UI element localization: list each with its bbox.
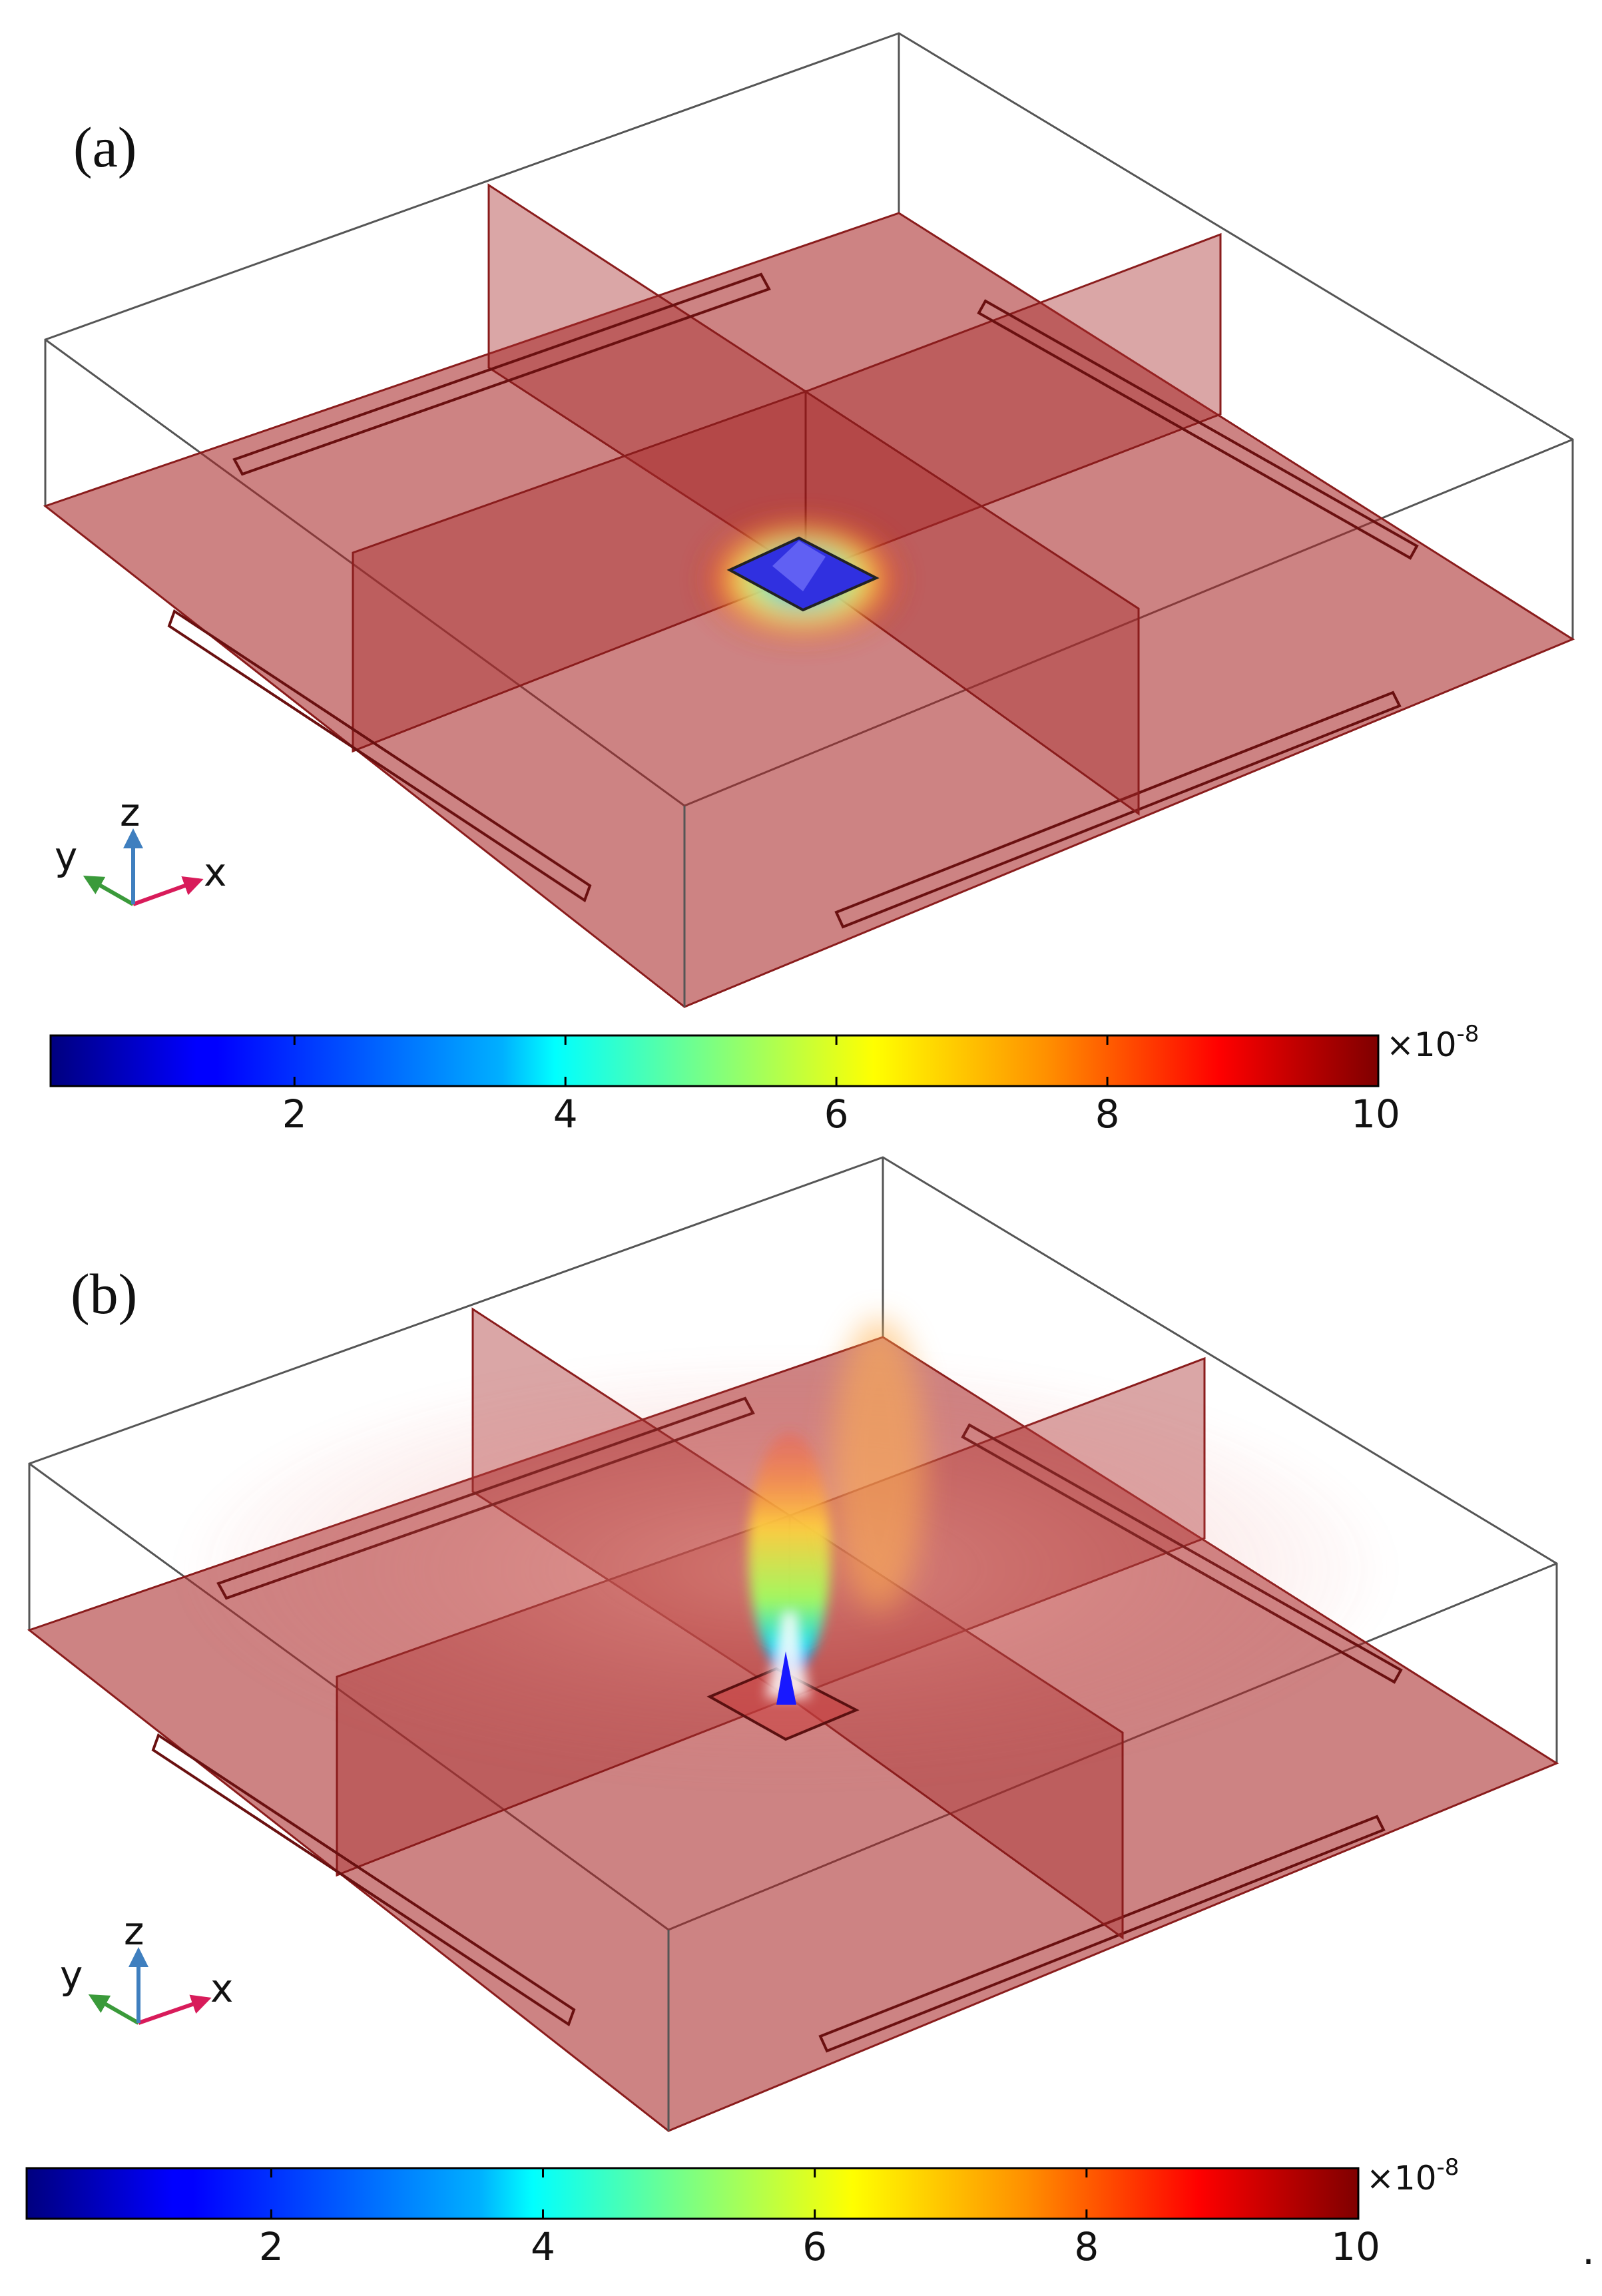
panel-a-axis-triad: x y z — [55, 790, 226, 906]
x-axis-arrow — [138, 1994, 212, 2025]
panel-a-colorbar: 2 4 6 8 10 ×10-8 — [49, 1021, 1479, 1137]
colorbar-tick-label: 8 — [1095, 1091, 1120, 1137]
panel-b-hotspot — [173, 1318, 1398, 1782]
colorbar-multiplier: ×10-8 — [1366, 2154, 1459, 2197]
z-axis-label: z — [120, 790, 140, 835]
x-axis-arrow — [132, 876, 204, 906]
colorbar-tick-label: 6 — [802, 2224, 827, 2269]
trailing-mark: . — [1582, 2227, 1595, 2274]
y-axis-label: y — [60, 1952, 83, 1998]
colorbar-gradient — [49, 1034, 1380, 1087]
panel-b-axis-triad: x y z — [60, 1908, 233, 2025]
x-axis-label: x — [210, 1966, 233, 2011]
x-axis-label: x — [204, 850, 226, 895]
panel-a-hotspot — [702, 519, 902, 639]
y-axis-arrow — [83, 876, 134, 906]
colorbar-tick-label: 6 — [824, 1091, 849, 1137]
colorbar-tick-label: 10 — [1331, 2224, 1380, 2269]
colorbar-multiplier: ×10-8 — [1386, 1021, 1479, 1064]
panel-b-colorbar: 2 4 6 8 10 ×10-8 — [25, 2154, 1459, 2269]
colorbar-tick-label: 8 — [1074, 2224, 1099, 2269]
colorbar-gradient — [25, 2167, 1360, 2220]
y-axis-arrow — [88, 1994, 140, 2025]
y-axis-label: y — [55, 834, 77, 879]
panel-a-label: (a) — [73, 115, 136, 179]
colorbar-tick-label: 4 — [531, 2224, 555, 2269]
panel-b-label: (b) — [71, 1262, 137, 1326]
colorbar-tick-label: 2 — [259, 2224, 284, 2269]
colorbar-tick-label: 2 — [282, 1091, 307, 1137]
colorbar-tick-label: 10 — [1351, 1091, 1400, 1137]
colorbar-tick-label: 4 — [553, 1091, 578, 1137]
panel-b: (b) x y z 2 4 6 8 10 ×10-8 — [25, 1156, 1558, 2269]
z-axis-label: z — [124, 1908, 144, 1954]
panel-a: (a) x y z 2 4 6 8 10 ×10-8 — [44, 32, 1574, 1137]
